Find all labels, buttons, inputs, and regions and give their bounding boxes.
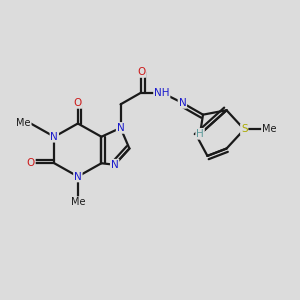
Text: Me: Me: [70, 197, 85, 207]
Text: S: S: [241, 124, 247, 134]
Text: Me: Me: [16, 118, 31, 128]
Text: N: N: [178, 98, 186, 108]
Text: Me: Me: [262, 124, 276, 134]
Text: O: O: [27, 158, 35, 168]
Text: N: N: [74, 172, 82, 182]
Text: N: N: [117, 123, 124, 133]
Text: N: N: [50, 132, 58, 142]
Text: O: O: [137, 67, 145, 77]
Text: O: O: [74, 98, 82, 108]
Text: H: H: [196, 129, 204, 139]
Text: NH: NH: [154, 88, 170, 98]
Text: N: N: [111, 160, 119, 170]
